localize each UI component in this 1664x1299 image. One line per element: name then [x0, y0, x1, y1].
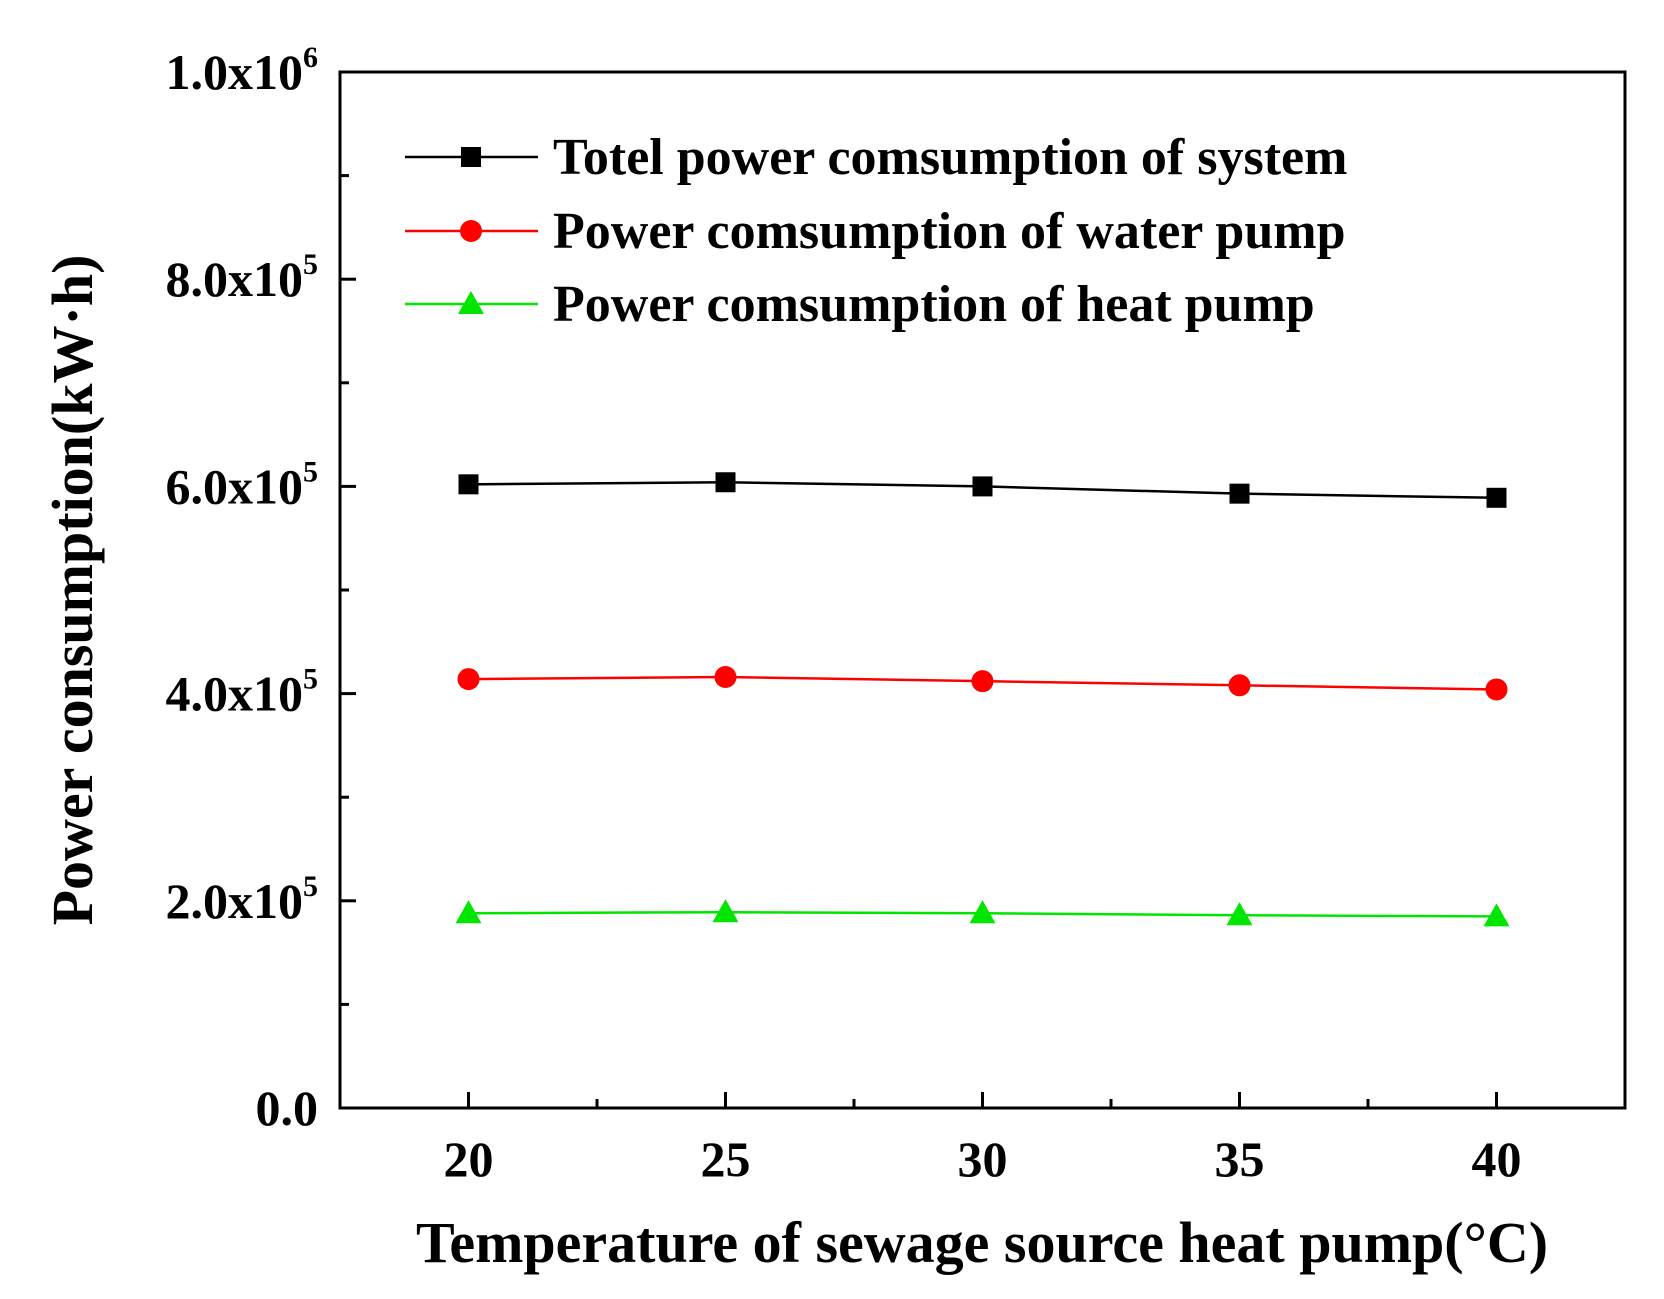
data-point	[1226, 902, 1253, 926]
data-point	[458, 474, 479, 495]
series-3	[455, 899, 1510, 927]
axis-ticks	[340, 70, 1498, 1110]
legend-label: Totel power comsumption of system	[553, 129, 1347, 186]
data-point	[715, 472, 736, 493]
data-point	[1228, 674, 1251, 697]
legend: Totel power comsumption of system Power c…	[405, 129, 1347, 333]
data-point	[455, 900, 482, 924]
y-tick-label: 2.0x105	[166, 870, 319, 929]
x-tick-label: 40	[1472, 1131, 1522, 1187]
series-2	[457, 666, 1508, 701]
data-point	[971, 670, 994, 693]
legend-item-1: Totel power comsumption of system	[405, 129, 1347, 186]
legend-marker	[460, 220, 482, 242]
series-layer	[455, 472, 1510, 927]
legend-marker	[461, 147, 481, 167]
x-tick-labels: 20 25 30 35 40	[444, 1131, 1522, 1187]
legend-label: Power comsumption of water pump	[553, 203, 1346, 260]
y-tick-label: 8.0x105	[166, 248, 319, 307]
x-tick-label: 20	[444, 1131, 494, 1187]
series-1	[458, 472, 1507, 508]
legend-item-2: Power comsumption of water pump	[405, 203, 1346, 260]
data-point	[457, 668, 480, 691]
y-tick-label: 0.0	[256, 1080, 319, 1136]
data-point	[1483, 903, 1510, 927]
legend-item-3: Power comsumption of heat pump	[405, 276, 1315, 333]
x-tick-label: 25	[701, 1131, 751, 1187]
x-axis-title: Temperature of sewage source heat pump(°…	[416, 1210, 1548, 1275]
x-tick-label: 35	[1215, 1131, 1265, 1187]
y-tick-label: 6.0x105	[166, 455, 319, 514]
data-point	[712, 899, 739, 923]
x-tick-label: 30	[958, 1131, 1008, 1187]
data-point	[1229, 483, 1250, 504]
data-point	[1486, 487, 1507, 508]
y-axis-title: Power consumption(kW·h)	[40, 255, 105, 926]
data-point	[972, 476, 993, 497]
data-point	[969, 900, 996, 924]
legend-marker	[458, 291, 484, 314]
y-tick-label: 4.0x105	[166, 663, 319, 722]
data-point	[1485, 678, 1508, 701]
y-tick-labels: 0.0 2.0x105 4.0x105 6.0x105 8.0x105 1.0x106	[166, 41, 319, 1136]
y-tick-label: 1.0x106	[166, 41, 319, 100]
data-point	[714, 666, 737, 689]
legend-label: Power comsumption of heat pump	[553, 276, 1315, 333]
